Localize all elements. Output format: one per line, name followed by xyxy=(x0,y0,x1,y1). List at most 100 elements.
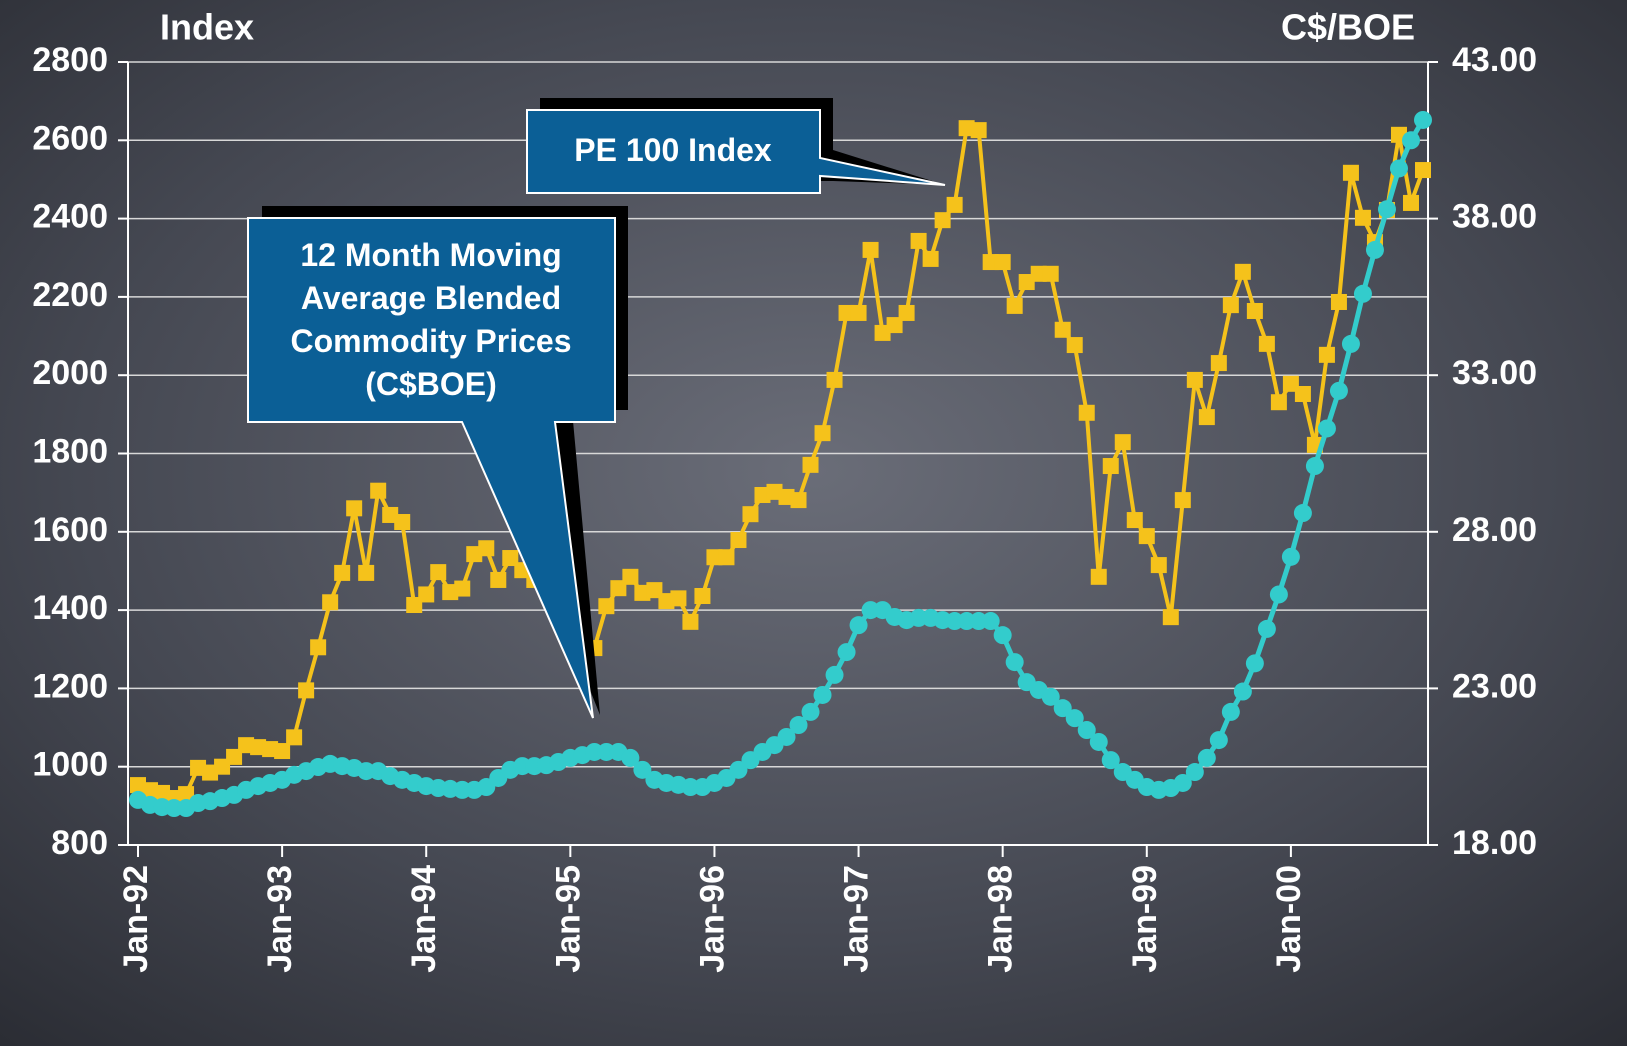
marker xyxy=(1042,265,1059,282)
y-tick-label: 2200 xyxy=(32,276,108,314)
marker xyxy=(1282,375,1299,392)
marker xyxy=(1186,371,1203,388)
y-tick-label: 2400 xyxy=(32,198,108,236)
marker xyxy=(406,597,423,614)
marker xyxy=(382,506,399,523)
x-tick-label: Jan-92 xyxy=(117,865,155,973)
marker xyxy=(202,764,219,781)
marker xyxy=(826,371,843,388)
marker xyxy=(1415,162,1431,179)
marker xyxy=(658,593,675,610)
marker xyxy=(1222,297,1239,314)
marker xyxy=(1077,721,1096,740)
x-tick-label: Jan-96 xyxy=(693,865,731,973)
marker xyxy=(849,616,868,635)
marker xyxy=(1126,512,1143,529)
marker xyxy=(1089,732,1108,751)
marker xyxy=(621,748,640,767)
marker xyxy=(670,590,687,607)
marker xyxy=(1221,702,1240,721)
y2-axis-title: C$/BOE xyxy=(1281,7,1415,48)
marker xyxy=(742,506,759,523)
marker xyxy=(238,737,255,754)
marker xyxy=(1317,419,1336,438)
marker xyxy=(1233,682,1252,701)
y2-tick-label: 23.00 xyxy=(1452,667,1537,705)
marker xyxy=(1414,110,1432,129)
marker xyxy=(1185,763,1204,782)
x-tick-label: Jan-98 xyxy=(982,865,1020,973)
y-tick-label: 1600 xyxy=(32,511,108,549)
x-tick-label: Jan-00 xyxy=(1270,865,1308,973)
marker xyxy=(418,586,435,603)
marker xyxy=(1054,321,1071,338)
y2-tick-label: 18.00 xyxy=(1452,824,1537,862)
marker xyxy=(766,483,783,500)
y-tick-label: 2800 xyxy=(32,41,108,79)
marker xyxy=(490,571,507,588)
marker xyxy=(310,639,327,656)
marker xyxy=(886,317,903,334)
marker xyxy=(1210,355,1227,372)
y-tick-label: 1200 xyxy=(32,667,108,705)
marker xyxy=(1018,274,1035,291)
marker xyxy=(478,540,495,557)
marker xyxy=(1245,654,1264,673)
marker xyxy=(1294,385,1311,402)
marker xyxy=(1005,653,1024,672)
marker xyxy=(802,456,819,473)
marker xyxy=(814,425,831,442)
marker xyxy=(214,758,231,775)
marker xyxy=(789,716,808,735)
annotation-line: 12 Month Moving xyxy=(300,237,561,273)
marker xyxy=(898,304,915,321)
y-tick-label: 1400 xyxy=(32,589,108,627)
marker xyxy=(298,682,315,699)
marker xyxy=(1030,265,1047,282)
marker xyxy=(778,488,795,505)
marker xyxy=(694,588,711,605)
marker xyxy=(130,777,146,794)
marker xyxy=(862,241,879,258)
marker xyxy=(993,626,1012,645)
annotation-line: (C$BOE) xyxy=(365,366,497,402)
marker xyxy=(1281,547,1300,566)
x-tick-label: Jan-95 xyxy=(549,865,587,973)
marker xyxy=(334,564,351,581)
marker xyxy=(1389,159,1408,178)
marker xyxy=(874,324,891,341)
marker xyxy=(358,564,375,581)
marker xyxy=(1401,131,1420,150)
marker xyxy=(1174,492,1191,509)
marker xyxy=(502,550,519,567)
marker xyxy=(646,582,663,599)
annotation-line: PE 100 Index xyxy=(574,132,772,168)
marker xyxy=(958,120,975,137)
marker xyxy=(1270,394,1287,411)
marker xyxy=(801,702,820,721)
marker xyxy=(322,594,339,611)
y-tick-label: 2000 xyxy=(32,354,108,392)
marker xyxy=(1066,337,1083,354)
marker xyxy=(1173,773,1192,792)
marker xyxy=(442,584,459,601)
marker xyxy=(729,760,748,779)
marker xyxy=(154,784,171,801)
y2-tick-label: 28.00 xyxy=(1452,511,1537,549)
annotation: PE 100 Index xyxy=(574,132,772,168)
marker xyxy=(910,232,927,249)
marker xyxy=(226,748,243,765)
marker xyxy=(1114,434,1131,451)
marker xyxy=(1101,751,1120,770)
marker xyxy=(934,212,951,229)
marker xyxy=(634,584,651,601)
callout-box xyxy=(247,217,616,719)
marker xyxy=(610,580,627,597)
marker xyxy=(777,727,796,746)
marker xyxy=(622,568,639,585)
grid: 800 1000 1200 1400 1600 1800 2000 2200 2400 2600 2… xyxy=(32,41,1537,973)
annotation-line: Commodity Prices xyxy=(291,323,572,359)
marker xyxy=(1269,585,1288,604)
marker xyxy=(1354,209,1371,226)
marker xyxy=(754,486,771,503)
